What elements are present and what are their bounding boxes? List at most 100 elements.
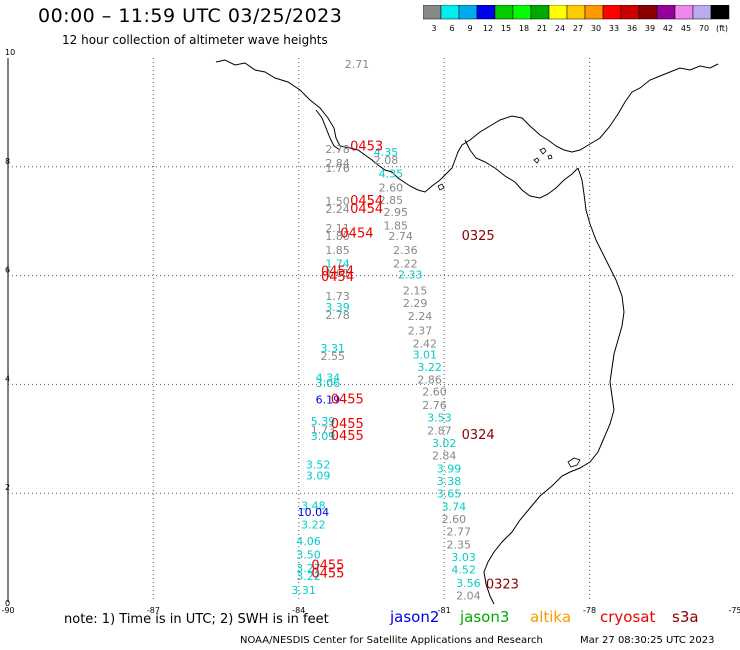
wave-height-label: 2.29 [403, 297, 428, 310]
pass-time-label: 0454 [350, 202, 383, 217]
nicoya-peninsula [315, 109, 341, 151]
legend-mission-jason3: jason3 [460, 608, 510, 626]
pass-time-label: 0323 [486, 577, 519, 592]
legend-mission-s3a: s3a [672, 608, 699, 626]
wave-height-label: 2.77 [446, 526, 471, 539]
wave-height-label: 2.78 [325, 309, 350, 322]
wave-height-label: 2.37 [408, 324, 433, 337]
wave-height-label: 2.95 [383, 206, 408, 219]
pass-time-label: 0454 [340, 227, 373, 242]
wave-height-label: 3.06 [316, 377, 341, 390]
wave-height-label: 4.52 [451, 564, 476, 577]
wave-height-label: 3.53 [427, 411, 452, 424]
lat-tick-label: 4 [5, 374, 10, 383]
wave-height-label: 1.73 [311, 423, 336, 436]
wave-height-label: 2.85 [379, 194, 404, 207]
wave-height-label: 1.50 [325, 195, 350, 208]
wave-height-label: 3.02 [432, 437, 457, 450]
wave-height-label: 2.76 [422, 399, 447, 412]
wave-height-label: 1.80 [325, 230, 350, 243]
wave-height-label: 2.11 [325, 222, 350, 235]
colorbar-label: 27 [573, 24, 583, 33]
pass-time-label: 0455 [331, 429, 364, 444]
central-america-coastline [215, 59, 719, 193]
pass-time-label: 0455 [331, 392, 364, 407]
colombia-coastline [483, 167, 625, 605]
wave-height-label: 3.56 [456, 577, 481, 590]
wave-height-label: 2.08 [374, 154, 399, 167]
island [533, 157, 540, 164]
colorbar-label: 36 [627, 24, 637, 33]
wave-height-label: 3.74 [442, 501, 467, 514]
wave-height-label: 3.27 [296, 562, 321, 575]
credit-text: NOAA/NESDIS Center for Satellite Applica… [240, 635, 543, 646]
colorbar-label: 6 [449, 24, 454, 33]
wave-height-label: 1.73 [325, 290, 350, 303]
pass-time-label: 0455 [311, 567, 344, 582]
pass-time-label: 0454 [321, 270, 354, 285]
wave-height-label: 10.04 [298, 506, 330, 519]
wave-height-label: 3.22 [417, 361, 442, 374]
wave-height-label: 3.09 [306, 470, 331, 483]
wave-height-label: 3.39 [325, 301, 350, 314]
pass-time-label: 0454 [350, 194, 383, 209]
wave-height-label: 4.06 [296, 535, 321, 548]
wave-height-label: 4.34 [316, 372, 341, 385]
wave-height-label: 2.87 [427, 424, 452, 437]
lon-tick-label: -84 [292, 606, 305, 615]
wave-height-label: 3.31 [291, 584, 316, 597]
wave-height-label: 2.84 [432, 449, 457, 462]
colorbar-label: 42 [663, 24, 673, 33]
colorbar-label: 70 [699, 24, 709, 33]
pass-time-label: 0455 [311, 558, 344, 573]
gulf-of-panama-coast [464, 139, 579, 199]
wave-height-label: 3.52 [306, 459, 331, 472]
legend-mission-jason2: jason2 [390, 608, 440, 626]
colorbar-label: 30 [591, 24, 601, 33]
wave-height-label: 3.09 [311, 430, 336, 443]
island [539, 147, 547, 155]
wave-height-label: 2.15 [403, 285, 428, 298]
lat-tick-label: 8 [5, 157, 10, 166]
wave-height-label: 2.74 [388, 230, 413, 243]
legend-mission-cryosat: cryosat [600, 608, 656, 626]
island [437, 183, 445, 191]
wave-height-label: 3.99 [437, 463, 462, 476]
wave-height-label: 1.61 [325, 267, 350, 280]
wave-height-label: 2.78 [325, 143, 350, 156]
wave-height-label: 6.19 [316, 393, 341, 406]
island [547, 154, 553, 160]
wave-height-label: 3.38 [437, 475, 462, 488]
lat-tick-label: 0 [5, 599, 10, 608]
pass-time-label: 0454 [321, 265, 354, 280]
lat-tick-label: 6 [5, 266, 10, 275]
pass-time-label: 0453 [350, 139, 383, 154]
wave-height-label: 2.55 [320, 350, 345, 363]
lon-tick-label: -90 [1, 606, 14, 615]
wave-height-label: 2.04 [456, 589, 481, 602]
footer-note: note: 1) Time is in UTC; 2) SWH is in fe… [64, 612, 329, 627]
lon-tick-label: -75 [728, 606, 740, 615]
wave-height-label: 2.60 [442, 513, 467, 526]
pearl-islands [437, 147, 553, 191]
wave-height-label: 2.33 [398, 268, 423, 281]
wave-height-label: 1.85 [383, 219, 408, 232]
wave-height-label: 2.42 [413, 337, 438, 350]
wave-height-label: 3.65 [437, 488, 462, 501]
wave-height-label: 3.22 [296, 570, 321, 583]
pass-time-labels: 0453045404540454045404540455045504550455… [311, 139, 519, 592]
wave-height-label: 4.35 [374, 146, 399, 159]
wave-height-label: 1.74 [325, 257, 350, 270]
colorbar-label: 15 [501, 24, 511, 33]
wave-height-label: 2.35 [446, 539, 471, 552]
wave-height-label: 2.60 [422, 385, 447, 398]
wave-height-label: 3.31 [320, 342, 345, 355]
wave-height-colorbar: 3 6 9 12 15 18 21 24 27 30 33 36 39 42 45 70 (ft) [423, 5, 730, 33]
wave-height-label: 2.71 [345, 58, 370, 71]
wave-height-label: 2.24 [408, 310, 433, 323]
wave-height-label: 1.85 [325, 244, 350, 257]
colorbar-label: 45 [681, 24, 691, 33]
colorbar-label: 24 [555, 24, 565, 33]
colorbar-label: 21 [537, 24, 547, 33]
